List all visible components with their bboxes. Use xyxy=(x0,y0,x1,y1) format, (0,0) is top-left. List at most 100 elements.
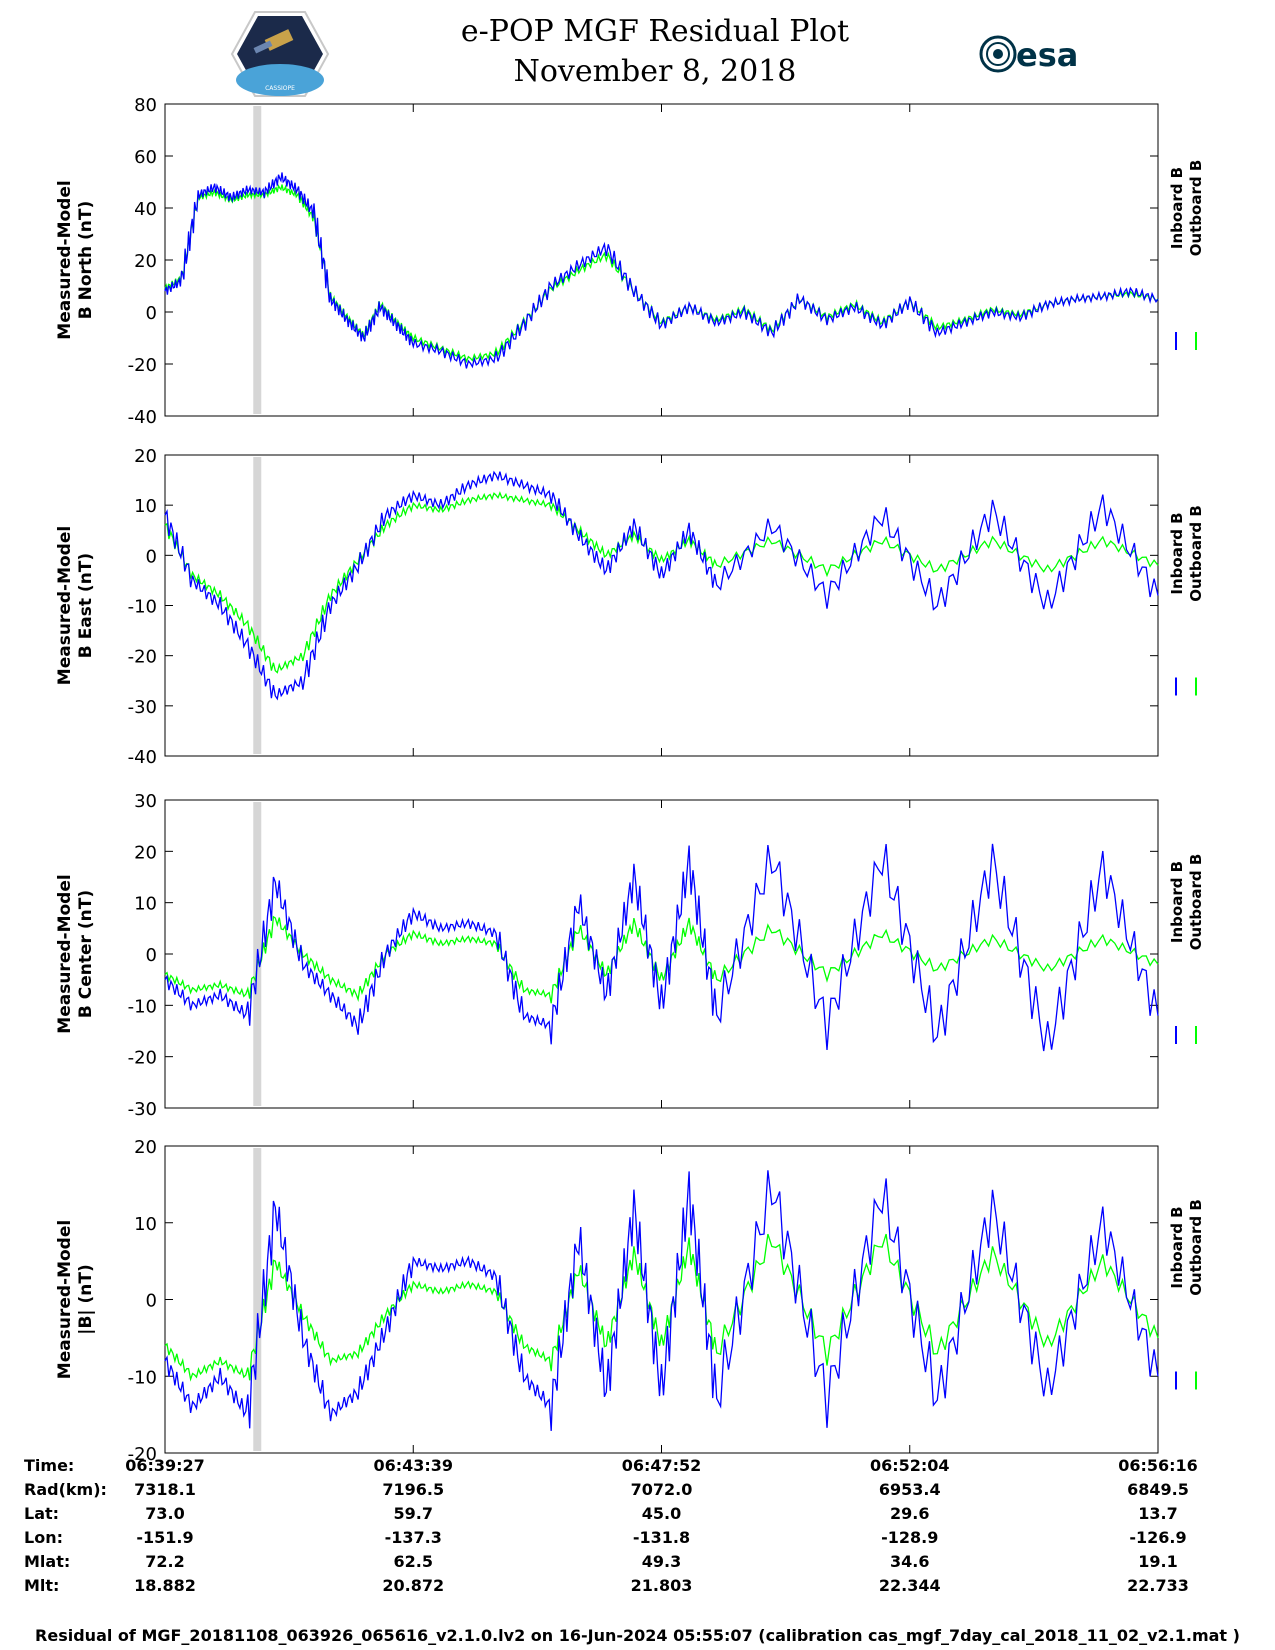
y-tick-label: 0 xyxy=(146,1291,157,1312)
table-cell: 59.7 xyxy=(393,1504,433,1523)
y-tick-label: 10 xyxy=(134,1214,157,1235)
series-inboard-line xyxy=(164,172,1159,369)
y-tick-label: -10 xyxy=(128,996,157,1017)
plot-frame xyxy=(164,799,1159,1109)
y-axis-label-line: B North (nT) xyxy=(76,201,96,320)
y-tick-label: 60 xyxy=(134,147,157,168)
plot-frame xyxy=(164,1145,1159,1454)
y-tick-label: -20 xyxy=(128,1444,157,1465)
esa-logo-text: esa xyxy=(1016,36,1078,74)
y-tick-label: -20 xyxy=(128,647,157,668)
table-cell: -137.3 xyxy=(384,1528,442,1547)
legend-entry: Outboard B xyxy=(1187,1199,1205,1296)
table-row-label: Lon: xyxy=(24,1528,63,1547)
table-cell: -131.8 xyxy=(632,1528,691,1547)
y-tick-label: 40 xyxy=(134,199,157,220)
table-cell: -151.9 xyxy=(136,1528,194,1547)
table-row-label: Time: xyxy=(24,1456,75,1475)
table-cell: 06:56:16 xyxy=(1118,1456,1198,1475)
gray-marker-band xyxy=(253,457,262,754)
y-axis-label-line: Measured-Model xyxy=(55,1220,75,1379)
gray-marker-band xyxy=(253,1148,262,1451)
table-cell: 6953.4 xyxy=(878,1480,941,1499)
panel-2: -40 -30 -20 -10 0 10 20 Measured-ModelB East (n… xyxy=(55,446,1205,768)
legend: Inboard BOutboard B xyxy=(1168,160,1205,257)
y-axis-label-line: Measured-Model xyxy=(55,874,75,1033)
plot-frame xyxy=(164,454,1159,757)
table-cell: 19.1 xyxy=(1138,1552,1178,1571)
table-cell: 06:52:04 xyxy=(869,1456,950,1475)
chart-title: e-POP MGF Residual Plot xyxy=(460,14,850,49)
y-tick-label: -20 xyxy=(128,355,157,376)
cassiope-logo: CASSIOPE xyxy=(230,11,330,97)
series-inboard-line xyxy=(164,470,1159,701)
y-tick-label: -10 xyxy=(128,1367,157,1388)
legend-entry: Outboard B xyxy=(1187,505,1205,602)
table-cell: 06:39:27 xyxy=(125,1456,205,1475)
table-cell: -126.9 xyxy=(1129,1528,1187,1547)
y-tick-label: 20 xyxy=(134,446,157,467)
y-axis-label: Measured-ModelB North (nT) xyxy=(55,180,96,339)
y-axis-label: Measured-Model|B| (nT) xyxy=(55,1220,96,1379)
legend-entry: Inboard B xyxy=(1168,512,1186,594)
table-cell: 72.2 xyxy=(145,1552,185,1571)
y-tick-label: -30 xyxy=(128,1099,157,1120)
table-cell: 13.7 xyxy=(1138,1504,1178,1523)
table-row-label: Mlt: xyxy=(24,1576,60,1595)
table-cell: 18.882 xyxy=(134,1576,196,1595)
legend-entry: Inboard B xyxy=(1168,167,1186,249)
y-tick-label: -20 xyxy=(128,1048,157,1069)
panel-3: -30 -20 -10 0 10 20 30 Measured-ModelB Center (… xyxy=(55,791,1205,1120)
y-axis-label-line: Measured-Model xyxy=(55,180,75,339)
esa-logo: esa xyxy=(979,35,1078,74)
table-cell: 20.872 xyxy=(382,1576,445,1595)
y-tick-label: 0 xyxy=(146,546,157,567)
table-cell: 73.0 xyxy=(145,1504,185,1523)
table-cell: 45.0 xyxy=(641,1504,682,1523)
table-cell: 62.5 xyxy=(393,1552,433,1571)
y-tick-label: 20 xyxy=(134,1137,157,1158)
table-cell: 22.733 xyxy=(1127,1576,1189,1595)
table-row-label: Lat: xyxy=(24,1504,60,1523)
table-cell: 29.6 xyxy=(890,1504,930,1523)
y-tick-label: 30 xyxy=(134,791,157,812)
y-axis-label: Measured-ModelB East (nT) xyxy=(55,526,96,685)
table-cell: -128.9 xyxy=(881,1528,939,1547)
table-cell: 7196.5 xyxy=(382,1480,445,1499)
table-cell: 6849.5 xyxy=(1127,1480,1189,1499)
series-inboard-line xyxy=(164,843,1159,1052)
y-tick-label: 0 xyxy=(146,945,157,966)
legend: Inboard BOutboard B xyxy=(1168,1199,1205,1296)
gray-marker-band xyxy=(253,106,262,414)
y-axis-label-line: B East (nT) xyxy=(76,553,96,658)
y-axis-label: Measured-ModelB Center (nT) xyxy=(55,874,96,1033)
y-tick-label: 20 xyxy=(134,251,157,272)
table-cell: 21.803 xyxy=(630,1576,693,1595)
y-tick-label: 0 xyxy=(146,303,157,324)
y-tick-label: 20 xyxy=(134,842,157,863)
legend-entry: Inboard B xyxy=(1168,861,1186,943)
y-axis-label-line: B Center (nT) xyxy=(76,890,96,1018)
y-tick-label: -40 xyxy=(128,747,157,768)
chart-date: November 8, 2018 xyxy=(513,54,797,89)
table-cell: 06:43:39 xyxy=(373,1456,454,1475)
panel-4: -20 -10 0 10 20 Measured-Model|B| (nT) Inboard… xyxy=(55,1137,1205,1465)
y-tick-label: 10 xyxy=(134,894,157,915)
table-cell: 06:47:52 xyxy=(621,1456,702,1475)
cassiope-logo-text: CASSIOPE xyxy=(265,85,295,92)
table-cell: 22.344 xyxy=(878,1576,941,1595)
table-row-label: Rad(km): xyxy=(24,1480,107,1499)
panel-1: -40 -20 0 20 40 60 80 Measured-ModelB North (nT… xyxy=(55,95,1205,428)
y-axis-label-line: |B| (nT) xyxy=(76,1264,96,1335)
y-tick-label: 80 xyxy=(134,95,157,116)
y-axis-label-line: Measured-Model xyxy=(55,526,75,685)
legend-entry: Inboard B xyxy=(1168,1206,1186,1288)
table-cell: 49.3 xyxy=(641,1552,682,1571)
table-cell: 34.6 xyxy=(890,1552,930,1571)
legend-entry: Outboard B xyxy=(1187,160,1205,257)
y-tick-label: -30 xyxy=(128,697,157,718)
legend: Inboard BOutboard B xyxy=(1168,505,1205,602)
footer-caption: Residual of MGF_20181108_063926_065616_v… xyxy=(35,1626,1240,1645)
table-cell: 7072.0 xyxy=(630,1480,693,1499)
table-row-label: Mlat: xyxy=(24,1552,71,1571)
